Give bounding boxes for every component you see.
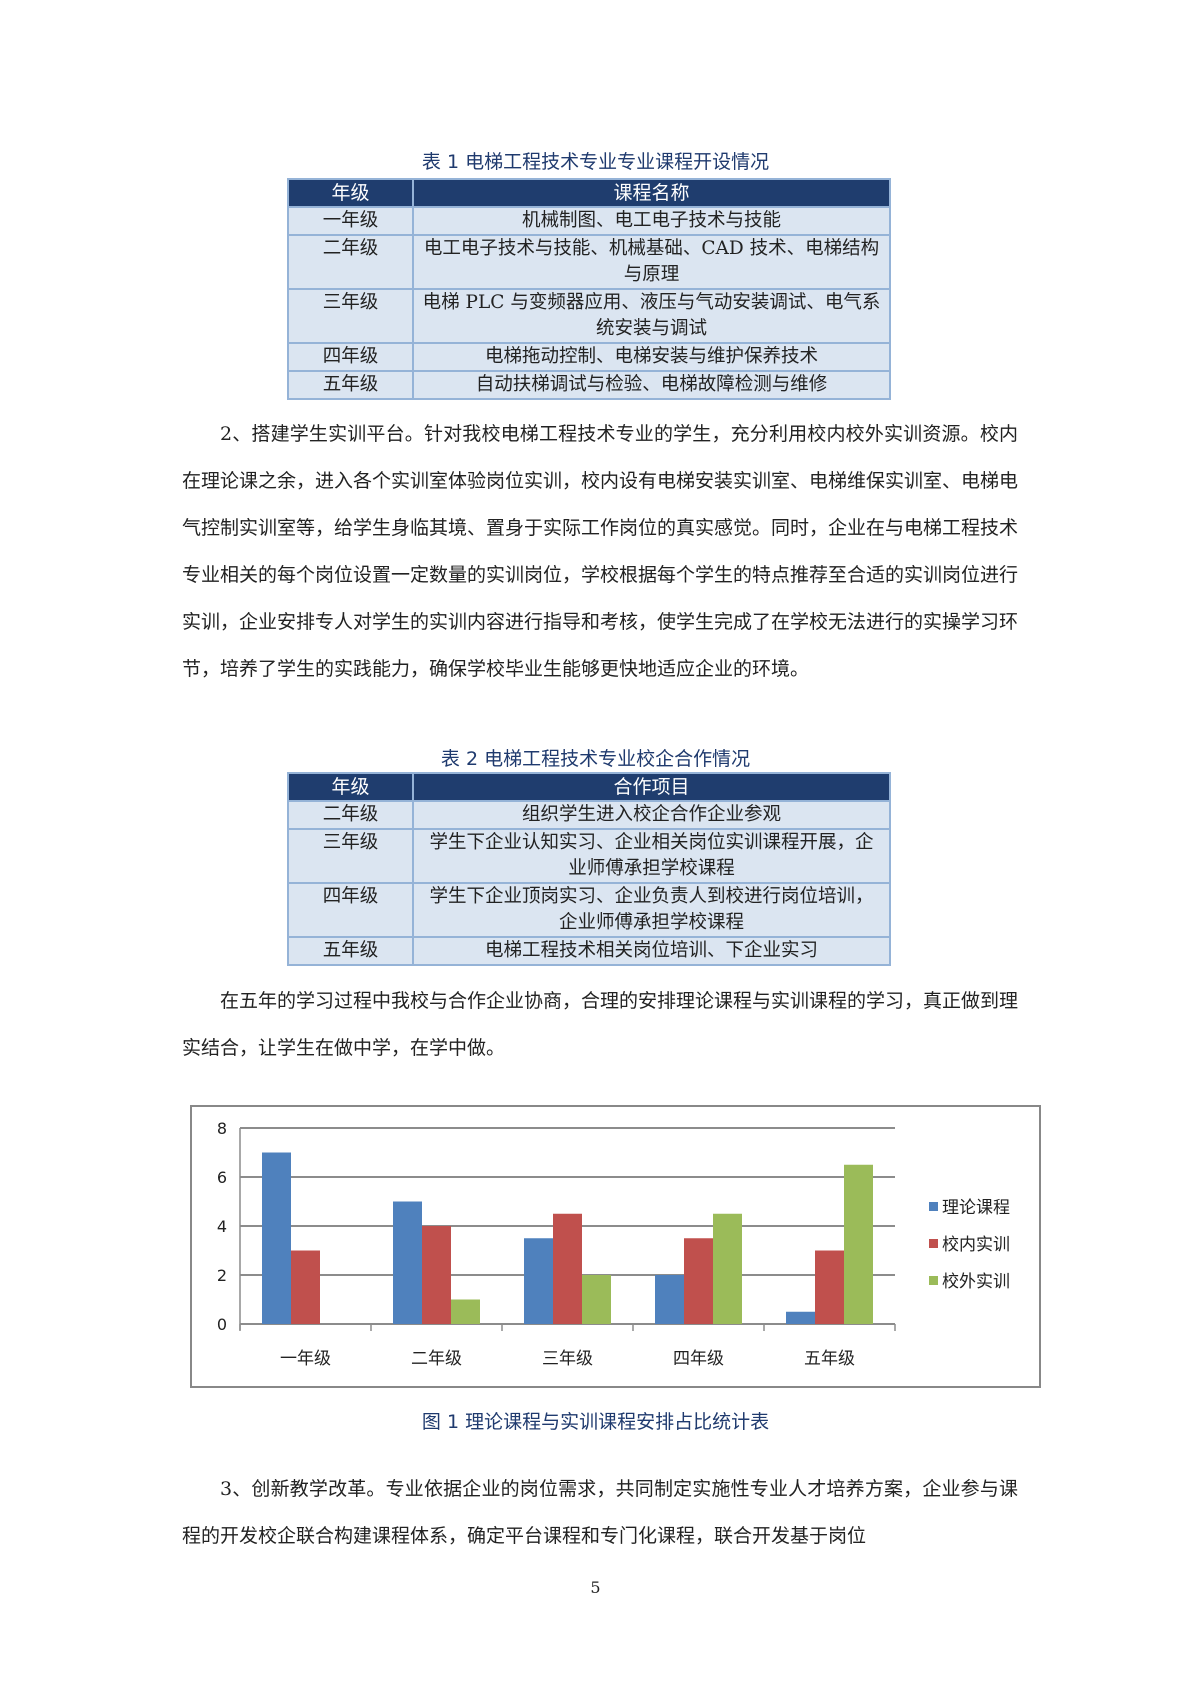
grade-cell: 四年级 xyxy=(287,882,414,938)
table2-caption: 表 2 电梯工程技术专业校企合作情况 xyxy=(440,748,751,770)
course-cell: 电梯拖动控制、电梯安装与维护保养技术 xyxy=(412,342,891,372)
bar-2-5 xyxy=(815,1250,844,1324)
header-course: 课程名称 xyxy=(412,178,891,208)
grade-cell: 一年级 xyxy=(287,206,414,236)
y-tick-label: 0 xyxy=(217,1315,227,1334)
table-row: 三年级 电梯 PLC 与变频器应用、液压与气动安装调试、电气系统安装与调试 xyxy=(287,288,891,344)
bar-3-5 xyxy=(844,1164,873,1324)
legend-swatch xyxy=(929,1239,938,1248)
grade-cell: 四年级 xyxy=(287,342,414,372)
project-cell: 学生下企业顶岗实习、企业负责人到校进行岗位培训，企业师傅承担学校课程 xyxy=(412,882,891,938)
figure-caption: 图 1 理论课程与实训课程安排占比统计表 xyxy=(421,1411,770,1433)
legend-label: 理论课程 xyxy=(942,1198,1010,1218)
paragraph-summary: 在五年的学习过程中我校与合作企业协商，合理的安排理论课程与实训课程的学习，真正做… xyxy=(182,990,1019,1059)
table1-caption: 表 1 电梯工程技术专业专业课程开设情况 xyxy=(421,151,770,173)
bar-2-3 xyxy=(553,1213,582,1324)
course-table: 年级 课程名称 一年级 机械制图、电工电子技术与技能 二年级 电工电子技术与技能、机械… xyxy=(287,178,891,400)
course-cell: 自动扶梯调试与检验、电梯故障检测与维修 xyxy=(412,370,891,400)
grade-cell: 三年级 xyxy=(287,828,414,884)
legend-swatch xyxy=(929,1276,938,1285)
y-tick-label: 6 xyxy=(217,1168,227,1187)
project-cell: 学生下企业认知实习、企业相关岗位实训课程开展，企业师傅承担学校课程 xyxy=(412,828,891,884)
page-number: 5 xyxy=(590,1578,601,1597)
x-tick-label: 二年级 xyxy=(411,1349,462,1369)
bar-2-1 xyxy=(291,1250,320,1324)
grade-cell: 五年级 xyxy=(287,370,414,400)
legend-label: 校内实训 xyxy=(942,1235,1010,1255)
y-tick-label: 2 xyxy=(217,1266,227,1285)
table-row: 三年级 学生下企业认知实习、企业相关岗位实训课程开展，企业师傅承担学校课程 xyxy=(287,828,891,884)
table-header-row: 年级 合作项目 xyxy=(287,772,891,802)
x-tick-label: 一年级 xyxy=(280,1349,331,1369)
x-tick-label: 四年级 xyxy=(673,1349,724,1369)
grade-cell: 二年级 xyxy=(287,234,414,290)
legend-swatch xyxy=(929,1202,938,1211)
header-project: 合作项目 xyxy=(412,772,891,802)
bar-2-4 xyxy=(684,1238,713,1324)
header-grade: 年级 xyxy=(287,178,414,208)
header-grade: 年级 xyxy=(287,772,414,802)
table-row: 四年级 电梯拖动控制、电梯安装与维护保养技术 xyxy=(287,342,891,372)
bar-3-4 xyxy=(713,1213,742,1324)
bar-3-3 xyxy=(582,1275,611,1324)
grade-cell: 二年级 xyxy=(287,800,414,830)
project-cell: 组织学生进入校企合作企业参观 xyxy=(412,800,891,830)
course-cell: 电梯 PLC 与变频器应用、液压与气动安装调试、电气系统安装与调试 xyxy=(412,288,891,344)
bar-1-5 xyxy=(786,1311,815,1324)
bar-1-1 xyxy=(262,1152,291,1324)
y-tick-label: 4 xyxy=(217,1217,227,1236)
paragraph-training-platform: 2、搭建学生实训平台。针对我校电梯工程技术专业的学生，充分利用校内校外实训资源。… xyxy=(182,423,1019,680)
table-row: 一年级 机械制图、电工电子技术与技能 xyxy=(287,206,891,236)
table-row: 四年级 学生下企业顶岗实习、企业负责人到校进行岗位培训，企业师傅承担学校课程 xyxy=(287,882,891,938)
cooperation-table: 年级 合作项目 二年级 组织学生进入校企合作企业参观 三年级 学生下企业认知实习、企业… xyxy=(287,772,891,966)
bar-1-4 xyxy=(655,1275,684,1324)
table-header-row: 年级 课程名称 xyxy=(287,178,891,208)
bar-1-2 xyxy=(393,1201,422,1324)
table-row: 五年级 电梯工程技术相关岗位培训、下企业实习 xyxy=(287,936,891,966)
table-row: 二年级 组织学生进入校企合作企业参观 xyxy=(287,800,891,830)
course-cell: 电工电子技术与技能、机械基础、CAD 技术、电梯结构与原理 xyxy=(412,234,891,290)
grade-cell: 三年级 xyxy=(287,288,414,344)
bar-3-2 xyxy=(451,1299,480,1324)
course-cell: 机械制图、电工电子技术与技能 xyxy=(412,206,891,236)
bar-chart: 0 2 4 6 8 一年级 二年级 三年级 四年级 五年级 理论课程校内实训校外实训 xyxy=(190,1105,1041,1388)
grade-cell: 五年级 xyxy=(287,936,414,966)
bar-1-3 xyxy=(524,1238,553,1324)
x-tick-label: 三年级 xyxy=(542,1349,593,1369)
x-tick-label: 五年级 xyxy=(804,1349,855,1369)
paragraph-teaching-reform: 3、创新教学改革。专业依据企业的岗位需求，共同制定实施性专业人才培养方案，企业参… xyxy=(182,1478,1018,1547)
table-row: 五年级 自动扶梯调试与检验、电梯故障检测与维修 xyxy=(287,370,891,400)
y-tick-label: 8 xyxy=(217,1119,227,1138)
legend-label: 校外实训 xyxy=(942,1272,1010,1292)
table-row: 二年级 电工电子技术与技能、机械基础、CAD 技术、电梯结构与原理 xyxy=(287,234,891,290)
bar-2-2 xyxy=(422,1226,451,1324)
project-cell: 电梯工程技术相关岗位培训、下企业实习 xyxy=(412,936,891,966)
